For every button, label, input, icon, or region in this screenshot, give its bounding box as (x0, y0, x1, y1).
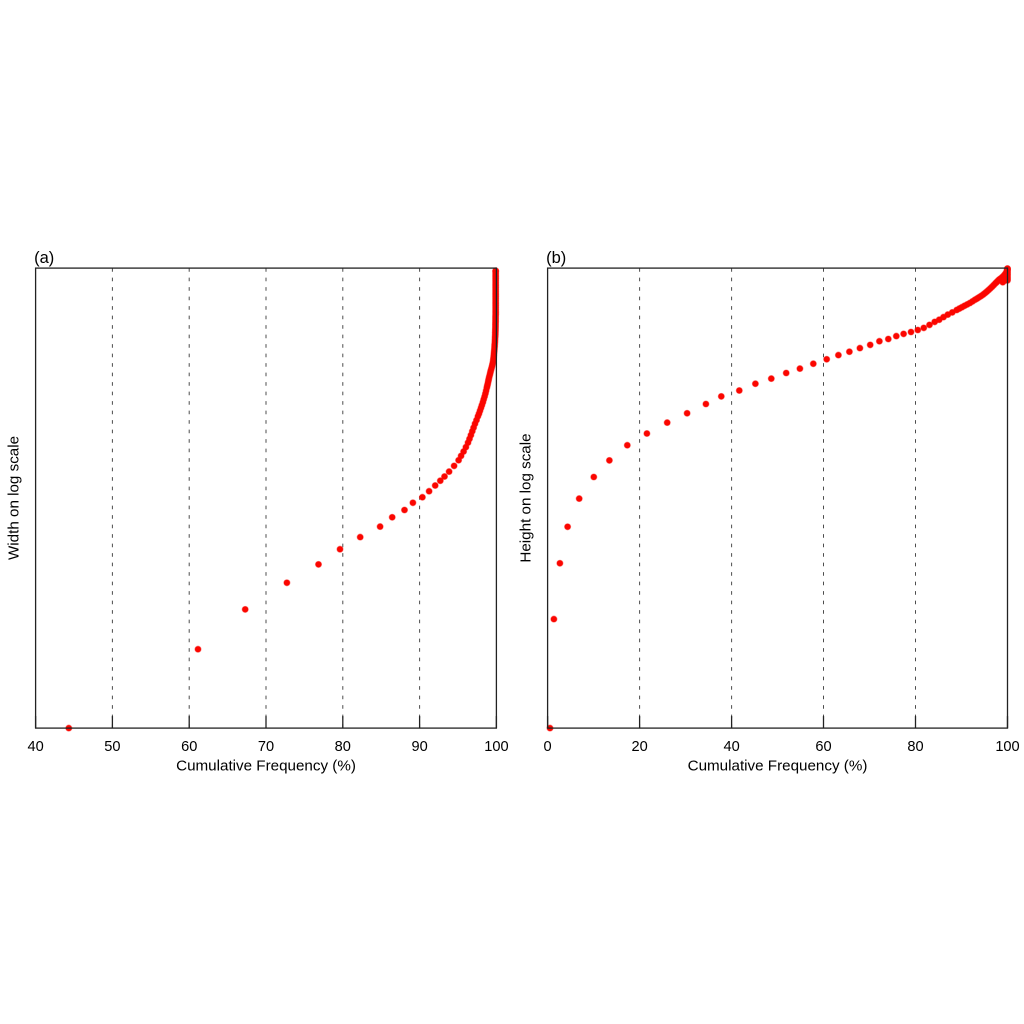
svg-text:20: 20 (631, 739, 647, 755)
svg-text:90: 90 (411, 739, 427, 755)
svg-text:Cumulative Frequency (%): Cumulative Frequency (%) (176, 758, 356, 775)
svg-text:Height on log scale: Height on log scale (517, 433, 534, 562)
svg-text:70: 70 (258, 739, 274, 755)
svg-text:Width on log scale: Width on log scale (5, 436, 22, 560)
svg-text:80: 80 (335, 739, 351, 755)
svg-text:100: 100 (484, 739, 508, 755)
svg-text:Cumulative Frequency (%): Cumulative Frequency (%) (688, 758, 868, 775)
svg-text:0: 0 (544, 739, 552, 755)
svg-text:60: 60 (815, 739, 831, 755)
svg-text:80: 80 (907, 739, 923, 755)
svg-text:40: 40 (27, 739, 43, 755)
svg-text:(a): (a) (34, 249, 54, 267)
svg-text:100: 100 (995, 739, 1019, 755)
svg-text:50: 50 (104, 739, 120, 755)
svg-text:40: 40 (723, 739, 739, 755)
svg-text:(b): (b) (546, 249, 566, 267)
svg-text:60: 60 (181, 739, 197, 755)
